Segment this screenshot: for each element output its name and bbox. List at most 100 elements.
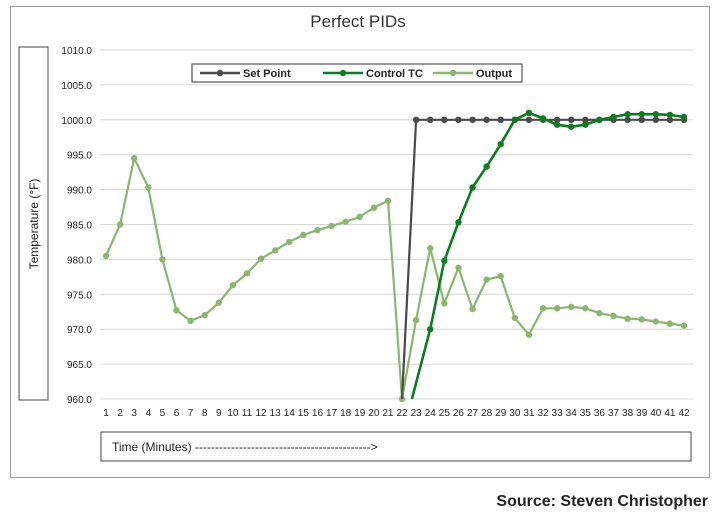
set-point-point — [638, 116, 645, 124]
legend-marker-set-point — [216, 69, 224, 77]
output-point — [116, 221, 124, 228]
legend-marker-output — [449, 69, 457, 77]
output-point — [187, 317, 194, 325]
output-point — [525, 331, 533, 338]
output-point — [666, 320, 674, 327]
output-point — [300, 231, 307, 239]
set-point-point — [497, 116, 504, 124]
control-tc-point — [680, 113, 688, 121]
x-tick-label: 15 — [298, 408, 310, 419]
control-tc-point — [666, 111, 674, 119]
x-tick-label: 40 — [650, 408, 662, 419]
set-point-point — [624, 116, 631, 124]
output-point — [257, 255, 265, 262]
output-point — [596, 309, 603, 317]
control-tc-point — [455, 219, 462, 226]
output-point — [356, 213, 363, 221]
set-point-point — [666, 116, 674, 124]
x-tick-label: 28 — [481, 408, 493, 419]
x-tick-label: 34 — [566, 408, 578, 419]
output-point — [582, 305, 589, 312]
legend-marker-control-tc — [339, 69, 347, 77]
x-tick-label: 25 — [439, 408, 451, 419]
x-tick-label: 31 — [523, 408, 535, 419]
x-tick-label: 6 — [174, 408, 180, 419]
set-point-point — [525, 116, 533, 124]
output-point — [271, 247, 279, 254]
control-tc-point — [624, 111, 631, 118]
control-tc-point — [497, 141, 504, 148]
y-tick-label: 995.0 — [67, 151, 92, 162]
x-tick-label: 22 — [396, 408, 408, 419]
control-tc-point — [427, 326, 434, 333]
x-tick-label: 39 — [636, 408, 648, 419]
output-point — [145, 184, 152, 191]
x-tick-label: 21 — [382, 408, 394, 419]
set-point-point — [455, 116, 462, 124]
x-tick-label: 23 — [411, 408, 423, 419]
set-point-point — [568, 116, 575, 124]
x-axis-label: Time (Minutes) -------------------------… — [112, 440, 378, 454]
set-point-point — [553, 116, 561, 124]
x-tick-label: 35 — [580, 408, 592, 419]
y-tick-label: 990.0 — [67, 186, 92, 197]
x-tick-label: 13 — [270, 408, 282, 419]
output-point — [624, 315, 631, 322]
set-point-point — [483, 116, 490, 124]
x-tick-label: 14 — [284, 408, 296, 419]
chart-title: Perfect PIDs — [310, 12, 406, 31]
x-tick-label: 2 — [117, 408, 123, 419]
x-tick-label: 18 — [340, 408, 352, 419]
x-axis-label-box — [100, 431, 692, 462]
output-point — [568, 303, 575, 311]
control-tc-point — [652, 111, 660, 118]
output-point — [243, 270, 251, 277]
output-point — [455, 264, 462, 271]
x-tick-label: 42 — [678, 408, 690, 419]
x-tick-label: 19 — [354, 408, 366, 419]
control-tc-point — [469, 184, 476, 191]
output-point — [539, 305, 547, 312]
output-point — [215, 299, 222, 306]
output-point — [680, 322, 688, 329]
x-tick-label: 12 — [256, 408, 268, 419]
output-point — [173, 307, 180, 314]
x-tick-label: 3 — [131, 408, 137, 419]
y-axis-label: Temperature (°F) — [27, 179, 41, 270]
output-point — [497, 272, 504, 280]
x-tick-label: 10 — [227, 408, 239, 419]
output-point — [229, 282, 237, 289]
output-point — [314, 226, 321, 234]
output-line — [104, 154, 685, 400]
output-point — [652, 318, 660, 325]
set-point-point — [412, 116, 420, 124]
legend-label-control-tc: Control TC — [366, 68, 423, 80]
x-tick-label: 20 — [368, 408, 380, 419]
y-tick-label: 960.0 — [67, 395, 92, 406]
output-point — [483, 276, 490, 283]
output-point — [201, 312, 208, 319]
set-point-point — [469, 116, 476, 124]
y-tick-label: 980.0 — [67, 255, 92, 266]
control-tc-point — [441, 257, 448, 264]
output-point — [441, 300, 448, 307]
control-tc-point — [511, 116, 519, 124]
set-point-point — [652, 116, 660, 124]
source-caption: Source: Steven Christopher — [496, 493, 708, 510]
output-point — [469, 305, 476, 313]
x-tick-label: 24 — [425, 408, 437, 419]
y-tick-label: 965.0 — [67, 360, 92, 371]
output-point — [610, 312, 617, 320]
y-tick-label: 970.0 — [67, 325, 92, 336]
y-tick-label: 975.0 — [67, 290, 92, 301]
x-tick-label: 36 — [594, 408, 606, 419]
x-tick-label: 37 — [608, 408, 620, 419]
x-tick-label: 30 — [509, 408, 521, 419]
output-point — [553, 305, 561, 312]
x-tick-label: 9 — [216, 408, 222, 419]
x-tick-label: 27 — [467, 408, 479, 419]
control-tc-point — [553, 121, 561, 128]
y-tick-label: 1000.0 — [61, 116, 92, 127]
control-tc-point — [596, 116, 603, 124]
set-point-point — [582, 116, 589, 124]
